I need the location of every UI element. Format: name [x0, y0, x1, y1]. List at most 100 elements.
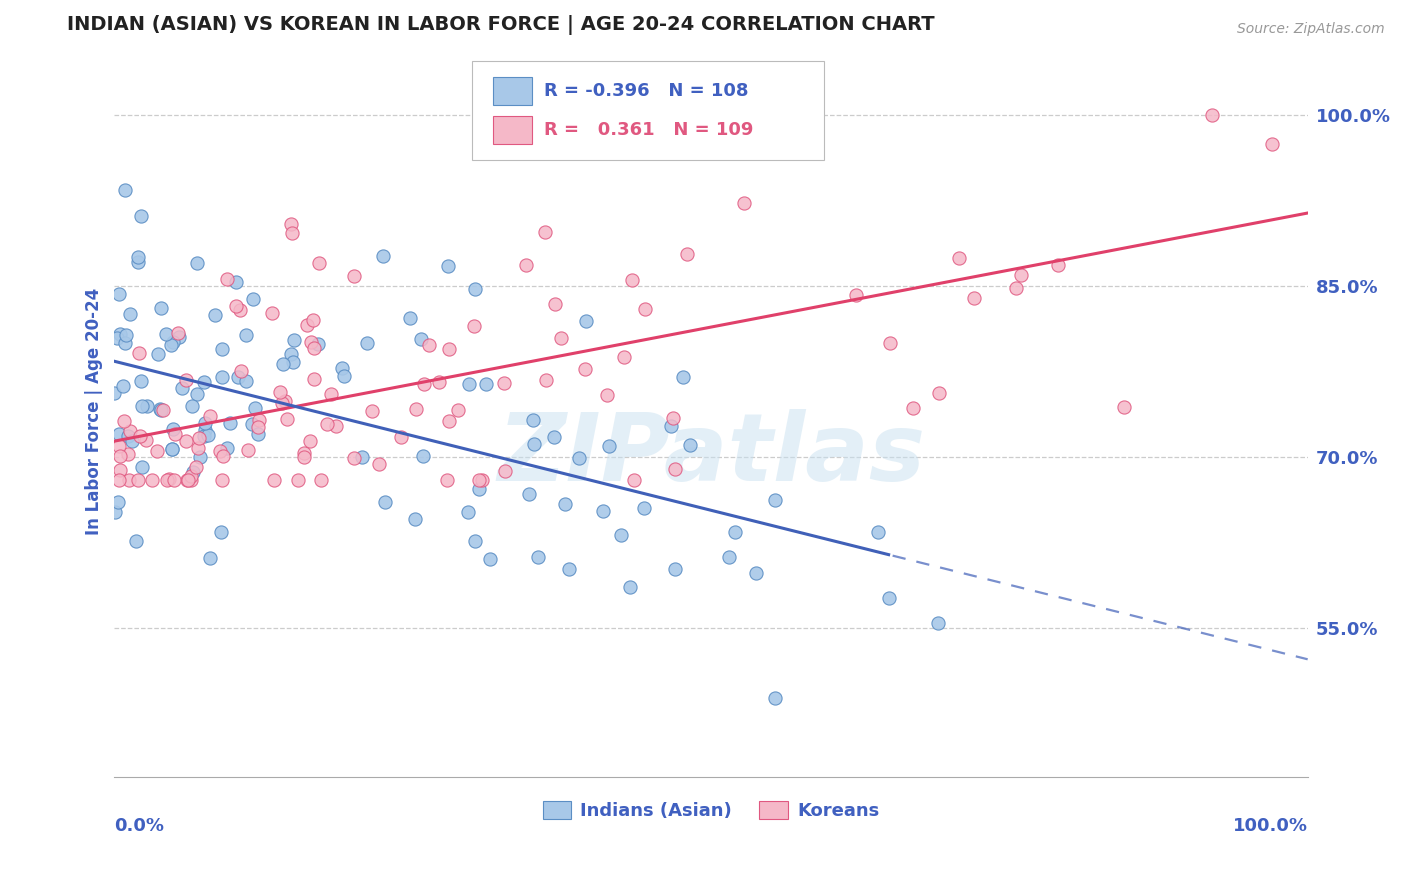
Point [866, 525, 889, 540]
Point [679, 121, 702, 136]
Point [763, 690, 786, 705]
Point [131, 459, 153, 474]
Point [671, 370, 693, 384]
Point [574, 361, 596, 376]
Point [180, 473, 202, 487]
Point [156, 473, 179, 487]
Point [188, 432, 211, 446]
Point [1201, 108, 1223, 122]
Point [299, 334, 322, 349]
Point [162, 422, 184, 436]
Point [112, 414, 135, 428]
Point [877, 591, 900, 606]
Point [437, 342, 460, 356]
Point [464, 533, 486, 548]
Point [118, 307, 141, 321]
Point [271, 395, 294, 409]
Point [235, 374, 257, 388]
Point [167, 330, 190, 344]
Point [302, 372, 325, 386]
Point [592, 504, 614, 518]
Point [352, 450, 374, 464]
Point [1047, 258, 1070, 272]
Point [598, 439, 620, 453]
Point [610, 527, 633, 541]
Point [389, 429, 412, 443]
Point [108, 463, 131, 477]
Point [356, 336, 378, 351]
Point [281, 355, 304, 369]
Point [281, 226, 304, 240]
Point [468, 473, 491, 487]
Point [928, 386, 950, 401]
Point [117, 447, 139, 461]
Legend: Indians (Asian), Koreans: Indians (Asian), Koreans [536, 794, 887, 828]
Point [664, 461, 686, 475]
Point [412, 377, 434, 392]
Point [409, 332, 432, 346]
Point [184, 459, 207, 474]
Point [193, 429, 215, 443]
Point [149, 403, 172, 417]
Point [212, 449, 235, 463]
Point [209, 444, 232, 458]
Point [294, 450, 316, 464]
Point [361, 403, 384, 417]
Point [292, 445, 315, 459]
Point [129, 429, 152, 443]
Point [534, 225, 557, 239]
Point [399, 311, 422, 326]
Point [745, 566, 768, 580]
Point [226, 370, 249, 384]
Point [273, 357, 295, 371]
Point [575, 314, 598, 328]
Point [325, 418, 347, 433]
Point [125, 533, 148, 548]
Point [427, 375, 450, 389]
Point [236, 443, 259, 458]
Bar [492, 116, 531, 144]
Text: R = -0.396   N = 108: R = -0.396 N = 108 [544, 82, 748, 100]
Point [162, 442, 184, 456]
Point [127, 254, 149, 268]
Point [1261, 136, 1284, 151]
Point [146, 443, 169, 458]
Point [527, 549, 550, 564]
Text: Source: ZipAtlas.com: Source: ZipAtlas.com [1237, 22, 1385, 37]
Point [330, 360, 353, 375]
Point [146, 347, 169, 361]
Point [209, 525, 232, 540]
Point [128, 346, 150, 360]
Text: 0.0%: 0.0% [114, 817, 165, 835]
Point [243, 401, 266, 416]
Point [198, 551, 221, 566]
Point [240, 417, 263, 432]
Point [225, 299, 247, 313]
Point [200, 409, 222, 424]
Point [187, 441, 209, 455]
Point [457, 505, 479, 519]
Point [211, 369, 233, 384]
Point [118, 424, 141, 438]
Point [108, 450, 131, 464]
Point [373, 249, 395, 263]
Point [280, 347, 302, 361]
Point [157, 472, 180, 486]
Point [550, 331, 572, 345]
Point [262, 306, 284, 320]
Point [619, 580, 641, 594]
Point [404, 512, 426, 526]
Point [1005, 281, 1028, 295]
Point [176, 473, 198, 487]
Point [131, 209, 153, 223]
Point [613, 350, 636, 364]
Point [127, 250, 149, 264]
FancyBboxPatch shape [472, 62, 824, 160]
Point [437, 414, 460, 428]
Point [436, 473, 458, 487]
Point [554, 497, 576, 511]
Point [724, 524, 747, 539]
Point [845, 288, 868, 302]
Point [948, 251, 970, 265]
Point [107, 495, 129, 509]
